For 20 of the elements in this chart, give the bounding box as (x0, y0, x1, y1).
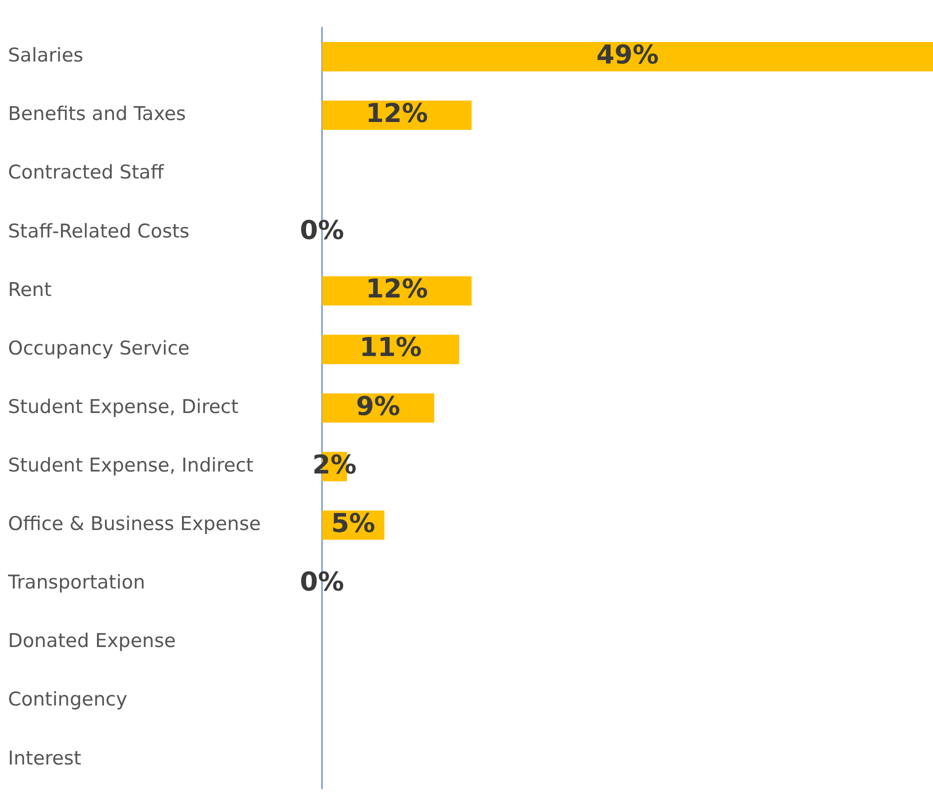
bar (322, 42, 933, 72)
data-label: 12% (366, 98, 428, 129)
y-tick-label: Benefits and Taxes (8, 103, 186, 126)
data-label: 11% (359, 333, 422, 364)
y-tick-label: Interest (8, 747, 82, 770)
y-tick-label: Occupancy Service (8, 337, 190, 360)
data-label: 9% (356, 392, 400, 422)
y-tick-label: Student Expense, Indirect (8, 454, 254, 476)
data-label: 5% (331, 508, 376, 539)
data-label: 49% (596, 40, 659, 70)
y-tick-label: Rent (8, 278, 52, 301)
y-tick-label: Contracted Staff (8, 162, 165, 184)
y-tick-label: Donated Expense (8, 630, 176, 652)
y-tick-label: Student Expense, Direct (8, 396, 238, 418)
data-label: 12% (366, 274, 428, 305)
y-tick-label: Salaries (8, 44, 84, 67)
y-tick-label: Transportation (7, 572, 146, 594)
y-tick-label: Staff-Related Costs (8, 220, 190, 242)
y-tick-label: Office & Business Expense (8, 513, 261, 536)
y-tick-label: Contingency (8, 688, 128, 711)
